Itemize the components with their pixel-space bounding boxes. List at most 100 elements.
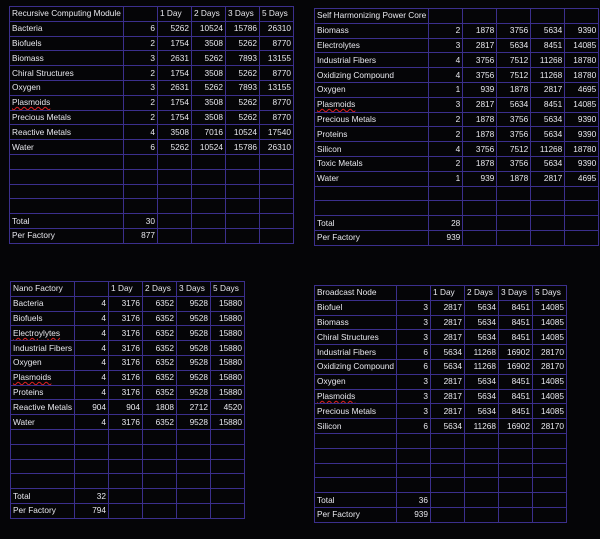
d5-cell[interactable]: 14085 xyxy=(532,329,568,346)
resource-name-cell[interactable]: Reactive Metals xyxy=(9,124,124,141)
resource-name-cell[interactable]: Chiral Structures xyxy=(9,65,124,81)
resource-name-cell[interactable]: Precious Metals xyxy=(313,403,398,420)
table-title[interactable]: Broadcast Node xyxy=(313,285,398,301)
empty-cell[interactable] xyxy=(464,432,500,449)
count-cell[interactable]: 3 xyxy=(123,79,158,96)
table-title[interactable]: Recursive Computing Module xyxy=(9,6,124,22)
empty-cell[interactable] xyxy=(9,443,76,460)
d3-cell[interactable]: 5634 xyxy=(530,22,566,39)
count-cell[interactable]: 4 xyxy=(123,124,158,141)
d3-cell[interactable]: 8451 xyxy=(498,329,534,346)
empty-cell[interactable] xyxy=(157,198,192,215)
count-cell[interactable]: 4 xyxy=(74,384,110,401)
d1-cell[interactable]: 2817 xyxy=(430,299,466,316)
empty-cell[interactable] xyxy=(9,153,124,170)
day-column-header[interactable]: 2 Days xyxy=(191,6,226,22)
d3-cell[interactable]: 9528 xyxy=(176,325,212,342)
empty-cell[interactable] xyxy=(123,168,158,185)
count-header[interactable] xyxy=(123,6,158,22)
resource-name-cell[interactable]: Biomass xyxy=(313,22,430,39)
count-cell[interactable]: 3 xyxy=(123,50,158,67)
d2-cell[interactable]: 10524 xyxy=(191,139,226,155)
empty-cell[interactable] xyxy=(532,447,568,464)
d2-cell[interactable]: 7512 xyxy=(496,67,532,83)
d1-cell[interactable]: 5634 xyxy=(430,418,466,434)
empty-cell[interactable] xyxy=(176,502,212,519)
day-column-header[interactable]: 3 Days xyxy=(176,281,212,297)
d2-cell[interactable]: 5634 xyxy=(496,96,532,113)
count-cell[interactable]: 2 xyxy=(428,155,464,172)
empty-cell[interactable] xyxy=(496,185,532,202)
resource-name-cell[interactable]: Chiral Structures xyxy=(313,329,398,346)
d1-cell[interactable]: 2817 xyxy=(430,388,466,405)
d3-cell[interactable]: 11268 xyxy=(530,67,566,83)
resource-name-cell[interactable]: Reactive Metals xyxy=(9,399,76,416)
d3-cell[interactable]: 15786 xyxy=(225,139,260,155)
day-column-header[interactable]: 3 Days xyxy=(498,285,534,301)
resource-name-cell[interactable]: Biofuels xyxy=(9,35,124,52)
day-column-header[interactable] xyxy=(530,8,566,24)
empty-cell[interactable] xyxy=(564,185,600,202)
d2-cell[interactable]: 5634 xyxy=(464,314,500,331)
empty-cell[interactable] xyxy=(313,432,398,449)
d1-cell[interactable]: 3176 xyxy=(108,414,144,430)
empty-cell[interactable] xyxy=(464,492,500,508)
count-cell[interactable]: 3 xyxy=(396,373,432,390)
d3-cell[interactable]: 16902 xyxy=(498,418,534,434)
day-column-header[interactable] xyxy=(462,8,498,24)
d1-cell[interactable]: 3756 xyxy=(462,67,498,83)
resource-name-cell[interactable]: Bacteria xyxy=(9,295,76,312)
resource-name-cell[interactable]: Oxygen xyxy=(9,79,124,96)
resource-name-cell[interactable]: Plasmoids xyxy=(313,388,398,405)
per-factory-row-value[interactable]: 939 xyxy=(396,506,432,523)
empty-cell[interactable] xyxy=(108,428,144,445)
empty-cell[interactable] xyxy=(496,215,532,231)
resource-name-cell[interactable]: Proteins xyxy=(313,126,430,143)
empty-cell[interactable] xyxy=(498,462,534,479)
d2-cell[interactable]: 5634 xyxy=(496,37,532,54)
count-cell[interactable]: 6 xyxy=(123,20,158,37)
total-row-value[interactable]: 36 xyxy=(396,492,432,508)
empty-cell[interactable] xyxy=(430,477,466,494)
total-row-value[interactable]: 28 xyxy=(428,215,464,231)
empty-cell[interactable] xyxy=(74,458,110,475)
d2-cell[interactable]: 5634 xyxy=(464,403,500,420)
empty-cell[interactable] xyxy=(430,432,466,449)
d5-cell[interactable]: 14085 xyxy=(532,373,568,390)
d5-cell[interactable]: 4695 xyxy=(564,81,600,98)
empty-cell[interactable] xyxy=(191,213,226,229)
day-column-header[interactable]: 5 Days xyxy=(210,281,246,297)
day-column-header[interactable] xyxy=(564,8,600,24)
count-cell[interactable]: 3 xyxy=(396,388,432,405)
d5-cell[interactable]: 13155 xyxy=(259,50,294,67)
d2-cell[interactable]: 6352 xyxy=(142,369,178,386)
d2-cell[interactable]: 3508 xyxy=(191,65,226,81)
d5-cell[interactable]: 8770 xyxy=(259,65,294,81)
count-cell[interactable]: 2 xyxy=(428,126,464,143)
empty-cell[interactable] xyxy=(210,488,246,504)
empty-cell[interactable] xyxy=(108,458,144,475)
d1-cell[interactable]: 1754 xyxy=(157,65,192,81)
d1-cell[interactable]: 2817 xyxy=(462,37,498,54)
d2-cell[interactable]: 5634 xyxy=(464,329,500,346)
d5-cell[interactable]: 4520 xyxy=(210,399,246,416)
empty-cell[interactable] xyxy=(108,488,144,504)
d5-cell[interactable]: 15880 xyxy=(210,310,246,327)
d1-cell[interactable]: 2631 xyxy=(157,79,192,96)
resource-name-cell[interactable]: Proteins xyxy=(9,384,76,401)
empty-cell[interactable] xyxy=(428,200,464,217)
d5-cell[interactable]: 8770 xyxy=(259,94,294,111)
empty-cell[interactable] xyxy=(191,168,226,185)
empty-cell[interactable] xyxy=(313,477,398,494)
count-header[interactable] xyxy=(74,281,110,297)
empty-cell[interactable] xyxy=(142,443,178,460)
empty-cell[interactable] xyxy=(564,229,600,246)
empty-cell[interactable] xyxy=(430,462,466,479)
d2-cell[interactable]: 7512 xyxy=(496,141,532,157)
empty-cell[interactable] xyxy=(259,213,294,229)
d3-cell[interactable]: 8451 xyxy=(498,403,534,420)
d1-cell[interactable]: 3756 xyxy=(462,52,498,69)
day-column-header[interactable]: 3 Days xyxy=(225,6,260,22)
empty-cell[interactable] xyxy=(462,215,498,231)
d3-cell[interactable]: 8451 xyxy=(498,299,534,316)
